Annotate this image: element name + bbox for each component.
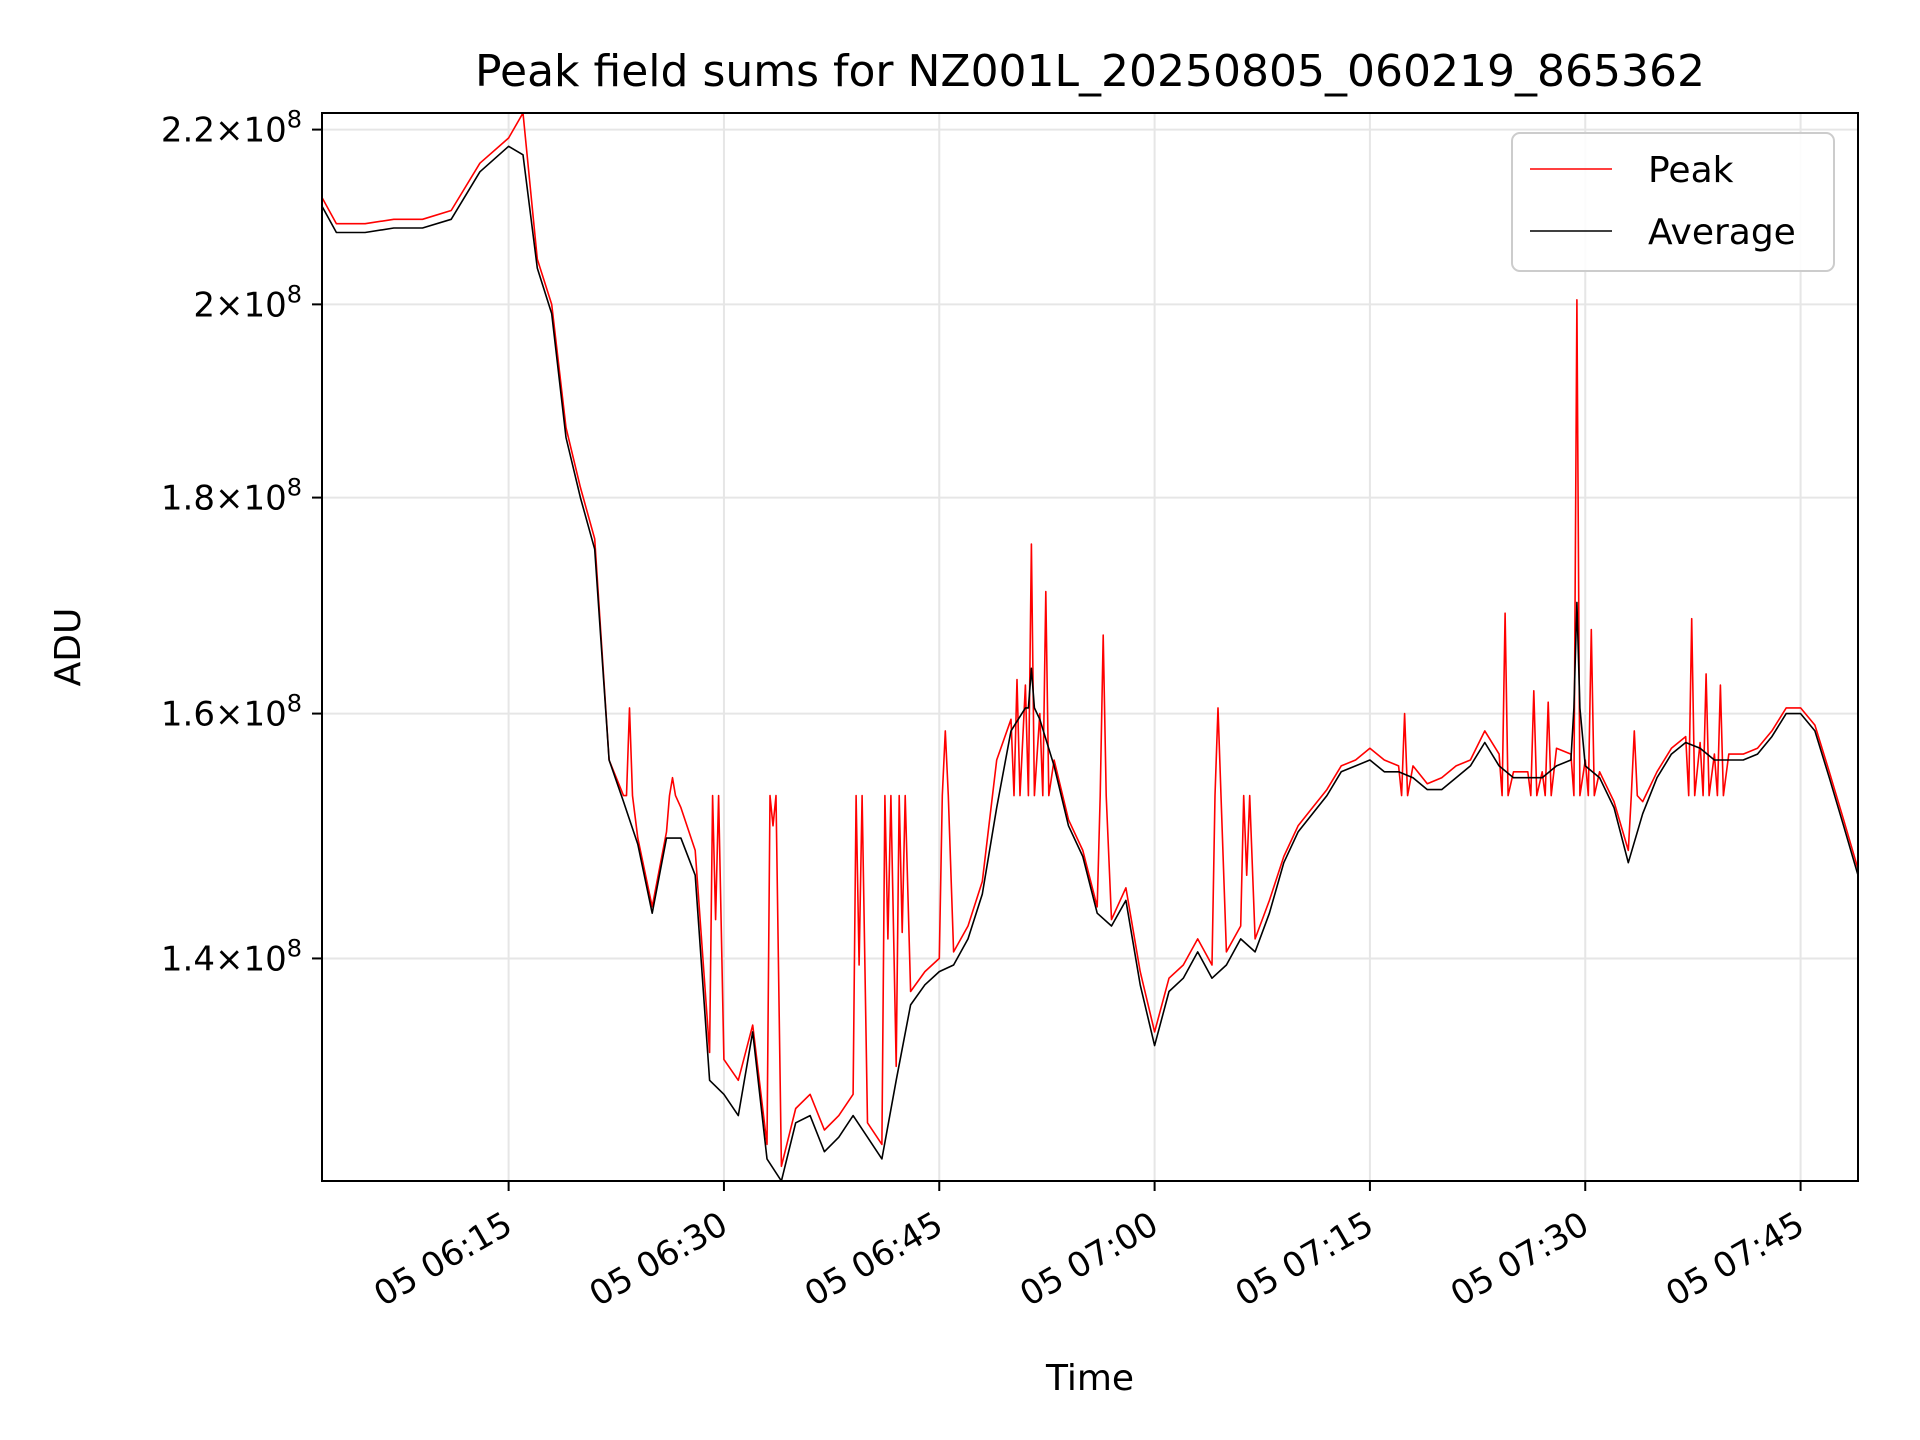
y-tick-mantissa: 2.2 [161,111,215,151]
legend-label-peak: Peak [1648,150,1734,191]
y-tick-times: ×10 [215,111,287,151]
y-tick-times: ×10 [215,939,287,979]
y-tick-label: 1.4×108 [161,934,302,979]
y-tick-mantissa: 1.6 [161,695,215,735]
series-line-average [322,145,1858,1181]
series-line-peak [322,113,1858,1168]
plot-frame [321,112,1859,1182]
y-tick-exponent: 8 [287,280,302,308]
y-tick-times: ×10 [215,695,287,735]
y-tick-exponent: 8 [287,474,302,502]
y-tick-exponent: 8 [287,934,302,962]
y-tick-times: ×10 [215,479,287,519]
y-tick-label: 2.2×108 [161,106,302,151]
x-axis-label: Time [1045,1358,1134,1399]
legend-label-average: Average [1648,212,1796,253]
series-layer [322,113,1858,1181]
legend: Peak Average [1511,132,1835,272]
y-tick-mantissa: 1.8 [161,479,215,519]
y-tick-mantissa: 1.4 [161,939,215,979]
y-tick-exponent: 8 [287,690,302,718]
y-axis-label: ADU [48,608,89,687]
y-tick-label: 1.8×108 [161,474,302,519]
y-tick-mantissa: 2 [193,285,215,325]
chart-title: Peak field sums for NZ001L_20250805_0602… [475,46,1705,97]
legend-box [1511,132,1835,272]
y-tick-times: ×10 [215,285,287,325]
y-tick-label: 2×108 [193,280,302,325]
y-tick-label: 1.6×108 [161,690,302,735]
y-tick-exponent: 8 [287,106,302,134]
grid [322,113,1858,1181]
